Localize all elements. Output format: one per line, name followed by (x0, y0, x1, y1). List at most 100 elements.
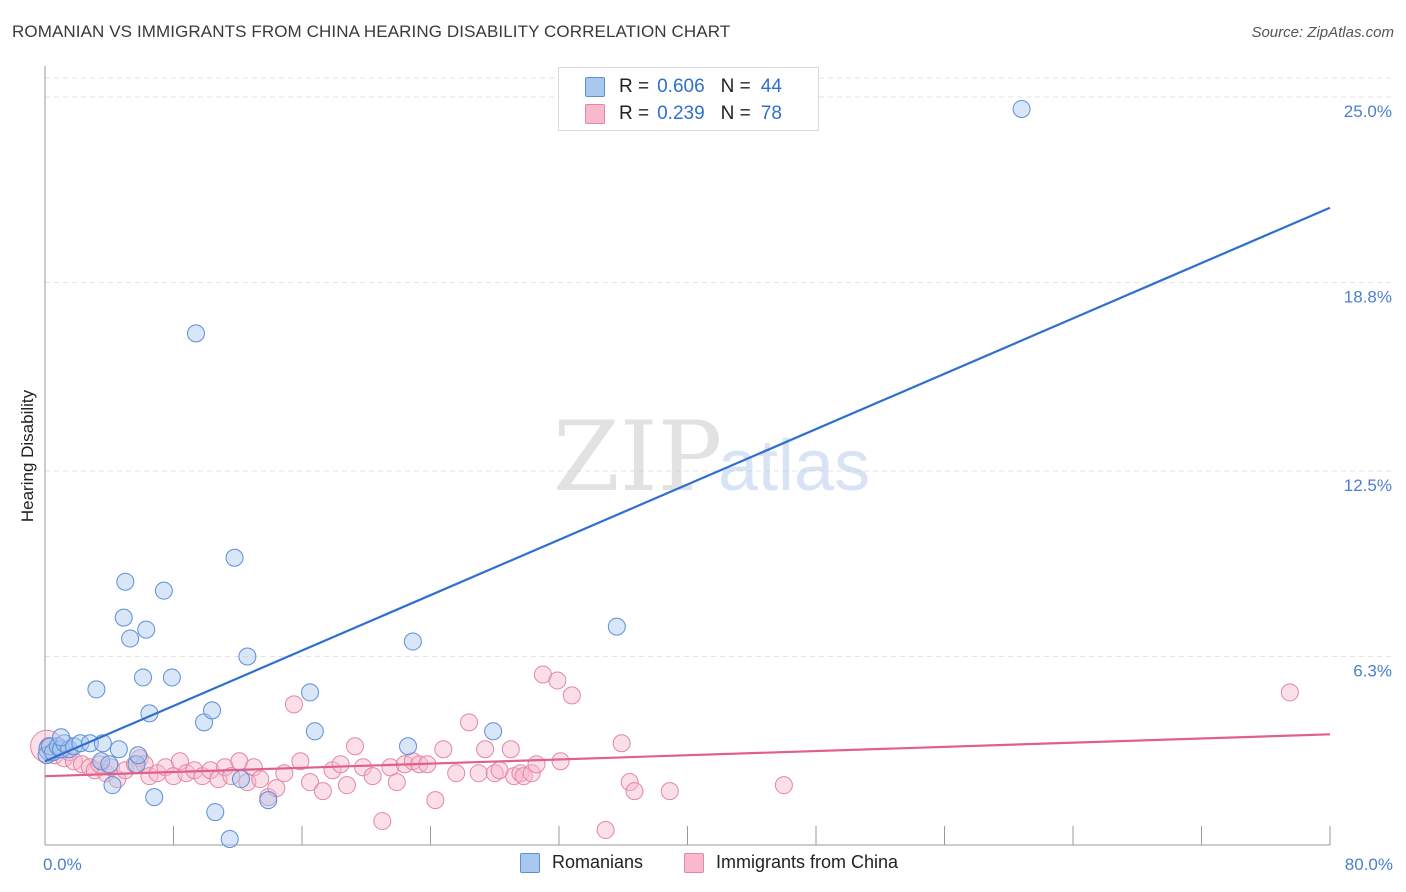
point-immigrants-from-china (562, 686, 581, 705)
point-immigrants-from-china (625, 782, 644, 801)
point-romanians (121, 629, 140, 648)
point-immigrants-from-china (251, 770, 270, 789)
point-romanians (301, 683, 320, 702)
point-immigrants-from-china (291, 752, 310, 771)
point-romanians (225, 548, 244, 567)
point-immigrants-from-china (596, 821, 615, 840)
legend-swatch-blue (585, 77, 605, 97)
point-immigrants-from-china (301, 773, 320, 792)
point-romanians (607, 617, 626, 636)
point-immigrants-from-china (363, 767, 382, 786)
watermark-zip: ZIP (553, 401, 722, 513)
point-immigrants-from-china (485, 764, 504, 783)
watermark: ZIP atlas (553, 401, 870, 513)
point-immigrants-from-china (476, 740, 495, 759)
point-romanians (1012, 99, 1031, 118)
source-label: Source: ZipAtlas.com (1251, 24, 1394, 41)
legend-item-immigrants-from-china: Immigrants from China (684, 852, 898, 873)
series-romanians-points (37, 99, 1031, 849)
point-immigrants-from-china (130, 749, 149, 768)
point-immigrants-from-china (387, 773, 406, 792)
tick-labels: 6.3% 12.5% 18.8% 25.0% 0.0% 80.0% (43, 102, 1393, 874)
point-immigrants-from-china (551, 752, 570, 771)
point-romanians (145, 788, 164, 807)
y-tick-label: 25.0% (1344, 102, 1392, 121)
point-romanians (162, 668, 181, 687)
legend-item-romanians: Romanians (520, 852, 643, 873)
trend-line-romanians (44, 206, 1331, 763)
trend-lines (44, 206, 1331, 778)
legend-r-value: 0.239 (657, 103, 705, 124)
point-immigrants-from-china (90, 755, 109, 774)
axes (44, 66, 1331, 846)
point-romanians (154, 581, 173, 600)
point-immigrants-from-china (373, 812, 392, 831)
legend-n-value: 78 (760, 103, 782, 124)
legend-swatch-romanians (520, 852, 540, 873)
point-romanians (87, 680, 106, 699)
point-romanians (129, 746, 148, 765)
point-immigrants-from-china (426, 791, 445, 810)
point-romanians (403, 632, 422, 651)
point-romanians (305, 722, 324, 741)
point-romanians (231, 770, 250, 789)
point-immigrants-from-china (354, 758, 373, 777)
point-immigrants-from-china (548, 671, 567, 690)
legend-row-romanians: R = 0.606 N = 44 (585, 75, 782, 99)
x-tick-label-max: 80.0% (1345, 855, 1393, 874)
point-romanians (206, 803, 225, 822)
point-immigrants-from-china (447, 764, 466, 783)
point-immigrants-from-china (222, 767, 241, 786)
point-romanians (238, 647, 257, 666)
legend-swatch-pink (585, 104, 605, 124)
correlation-legend: R = 0.606 N = 44 R = 0.239 N = 78 (558, 67, 819, 131)
point-immigrants-from-china (170, 752, 189, 771)
trend-line-immigrants-from-china (44, 733, 1331, 778)
point-romanians (399, 737, 418, 756)
point-romanians (103, 776, 122, 795)
legend-label-immigrants-from-china: Immigrants from China (716, 852, 899, 872)
point-romanians (137, 620, 156, 639)
legend-r-label: R = (619, 103, 650, 124)
x-tick-label-min: 0.0% (43, 855, 82, 874)
point-immigrants-from-china (346, 737, 365, 756)
point-immigrants-from-china (331, 755, 350, 774)
point-romanians (186, 324, 205, 343)
legend-swatch-immigrants-from-china (684, 852, 704, 873)
point-immigrants-from-china (313, 782, 332, 801)
point-immigrants-from-china (1280, 683, 1299, 702)
point-romanians (133, 668, 152, 687)
point-immigrants-from-china (284, 695, 303, 714)
legend-row-immigrants-from-china: R = 0.239 N = 78 (585, 102, 782, 126)
legend-n-value: 44 (760, 76, 782, 97)
point-romanians (259, 791, 278, 810)
legend-n-label: N = (720, 76, 751, 97)
point-romanians (52, 728, 71, 747)
point-immigrants-from-china (660, 782, 679, 801)
legend-r-label: R = (619, 76, 650, 97)
point-immigrants-from-china (244, 758, 263, 777)
point-romanians (114, 608, 133, 627)
point-immigrants-from-china (469, 764, 488, 783)
point-romanians (203, 701, 222, 720)
point-immigrants-from-china (381, 758, 400, 777)
point-immigrants-from-china (101, 758, 120, 777)
y-tick-label: 6.3% (1353, 662, 1392, 681)
point-immigrants-from-china (522, 764, 541, 783)
point-immigrants-from-china (460, 713, 479, 732)
legend-label-romanians: Romanians (552, 852, 644, 872)
point-romanians (109, 740, 128, 759)
series-immigrants-from-china-points (30, 665, 1299, 840)
point-immigrants-from-china (337, 776, 356, 795)
legend-n-label: N = (720, 103, 751, 124)
point-immigrants-from-china (612, 734, 631, 753)
point-immigrants-from-china (501, 740, 520, 759)
point-romanians (220, 830, 239, 849)
y-tick-label: 12.5% (1344, 476, 1392, 495)
point-immigrants-from-china (620, 773, 639, 792)
point-immigrants-from-china (527, 755, 546, 774)
series-legend: Romanians Immigrants from China (0, 852, 1406, 876)
point-immigrants-from-china (774, 776, 793, 795)
legend-r-value: 0.606 (657, 76, 705, 97)
